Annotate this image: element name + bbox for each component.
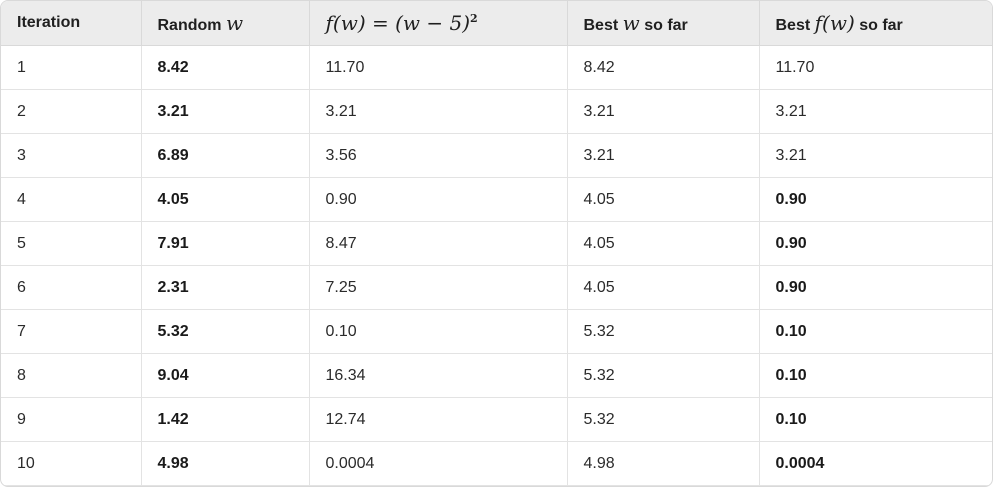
- header-best-f: Best f(w) so far: [759, 1, 992, 46]
- cell-f-w: 12.74: [309, 397, 568, 442]
- cell-best-f: 0.10: [759, 353, 992, 398]
- cell-random-w: 3.21: [141, 89, 310, 134]
- cell-f-w: 16.34: [309, 353, 568, 398]
- cell-best-f: 0.10: [759, 397, 992, 442]
- table-row: 1 8.42 11.70 8.42 11.70: [1, 45, 992, 90]
- cell-iteration: 1: [1, 45, 142, 90]
- cell-best-f: 3.21: [759, 89, 992, 134]
- cell-random-w: 8.42: [141, 45, 310, 90]
- cell-f-w: 3.56: [309, 133, 568, 178]
- table-body: 1 8.42 11.70 8.42 11.70 2 3.21 3.21 3.21…: [1, 45, 992, 486]
- cell-iteration: 5: [1, 221, 142, 266]
- table-row: 2 3.21 3.21 3.21 3.21: [1, 89, 992, 134]
- header-random-w: Random w: [141, 1, 310, 46]
- cell-best-f: 0.90: [759, 221, 992, 266]
- cell-random-w: 9.04: [141, 353, 310, 398]
- cell-iteration: 4: [1, 177, 142, 222]
- cell-f-w: 11.70: [309, 45, 568, 90]
- cell-random-w: 7.91: [141, 221, 310, 266]
- header-best-w-math: w: [622, 11, 640, 35]
- cell-best-w: 8.42: [567, 45, 760, 90]
- header-f-w: f(w) = (w − 5)2: [309, 1, 568, 46]
- cell-random-w: 4.98: [141, 441, 310, 486]
- cell-best-w: 4.05: [567, 177, 760, 222]
- header-best-w-suffix: so far: [639, 17, 688, 34]
- header-best-f-prefix: Best: [775, 17, 815, 34]
- cell-iteration: 9: [1, 397, 142, 442]
- cell-best-w: 4.05: [567, 265, 760, 310]
- cell-best-f: 11.70: [759, 45, 992, 90]
- cell-best-f: 0.0004: [759, 441, 992, 486]
- header-random-w-label: Random: [157, 17, 226, 34]
- cell-best-w: 4.05: [567, 221, 760, 266]
- cell-f-w: 0.10: [309, 309, 568, 354]
- header-random-w-math: w: [225, 11, 244, 35]
- table-row: 5 7.91 8.47 4.05 0.90: [1, 221, 992, 266]
- table-row: 3 6.89 3.56 3.21 3.21: [1, 133, 992, 178]
- table-row: 8 9.04 16.34 5.32 0.10: [1, 353, 992, 398]
- table-header: Iteration Random w f(w) = (w − 5)2 Best …: [1, 1, 992, 46]
- cell-random-w: 6.89: [141, 133, 310, 178]
- table-row: 7 5.32 0.10 5.32 0.10: [1, 309, 992, 354]
- cell-iteration: 6: [1, 265, 142, 310]
- cell-best-w: 5.32: [567, 309, 760, 354]
- header-best-w: Best w so far: [567, 1, 760, 46]
- cell-best-w: 5.32: [567, 397, 760, 442]
- cell-f-w: 3.21: [309, 89, 568, 134]
- header-row: Iteration Random w f(w) = (w − 5)2 Best …: [1, 1, 992, 46]
- cell-random-w: 2.31: [141, 265, 310, 310]
- header-best-f-suffix: so far: [854, 17, 903, 34]
- header-iteration: Iteration: [1, 1, 142, 46]
- cell-random-w: 5.32: [141, 309, 310, 354]
- cell-f-w: 8.47: [309, 221, 568, 266]
- cell-f-w: 7.25: [309, 265, 568, 310]
- cell-iteration: 10: [1, 441, 142, 486]
- cell-f-w: 0.0004: [309, 441, 568, 486]
- cell-random-w: 4.05: [141, 177, 310, 222]
- header-iteration-label: Iteration: [17, 14, 81, 31]
- cell-f-w: 0.90: [309, 177, 568, 222]
- header-f-w-exponent: 2: [470, 12, 478, 25]
- cell-best-f: 0.10: [759, 309, 992, 354]
- header-best-f-math: f(w): [814, 11, 855, 35]
- table-row: 6 2.31 7.25 4.05 0.90: [1, 265, 992, 310]
- header-best-w-prefix: Best: [583, 17, 623, 34]
- cell-best-f: 3.21: [759, 133, 992, 178]
- cell-iteration: 8: [1, 353, 142, 398]
- table-row: 4 4.05 0.90 4.05 0.90: [1, 177, 992, 222]
- table-row: 9 1.42 12.74 5.32 0.10: [1, 397, 992, 442]
- cell-best-w: 3.21: [567, 89, 760, 134]
- header-f-w-math: f(w) = (w − 5): [325, 11, 471, 35]
- table-row: 10 4.98 0.0004 4.98 0.0004: [1, 441, 992, 486]
- cell-best-f: 0.90: [759, 177, 992, 222]
- cell-iteration: 2: [1, 89, 142, 134]
- cell-iteration: 3: [1, 133, 142, 178]
- cell-iteration: 7: [1, 309, 142, 354]
- cell-best-w: 5.32: [567, 353, 760, 398]
- cell-best-w: 3.21: [567, 133, 760, 178]
- cell-random-w: 1.42: [141, 397, 310, 442]
- cell-best-f: 0.90: [759, 265, 992, 310]
- cell-best-w: 4.98: [567, 441, 760, 486]
